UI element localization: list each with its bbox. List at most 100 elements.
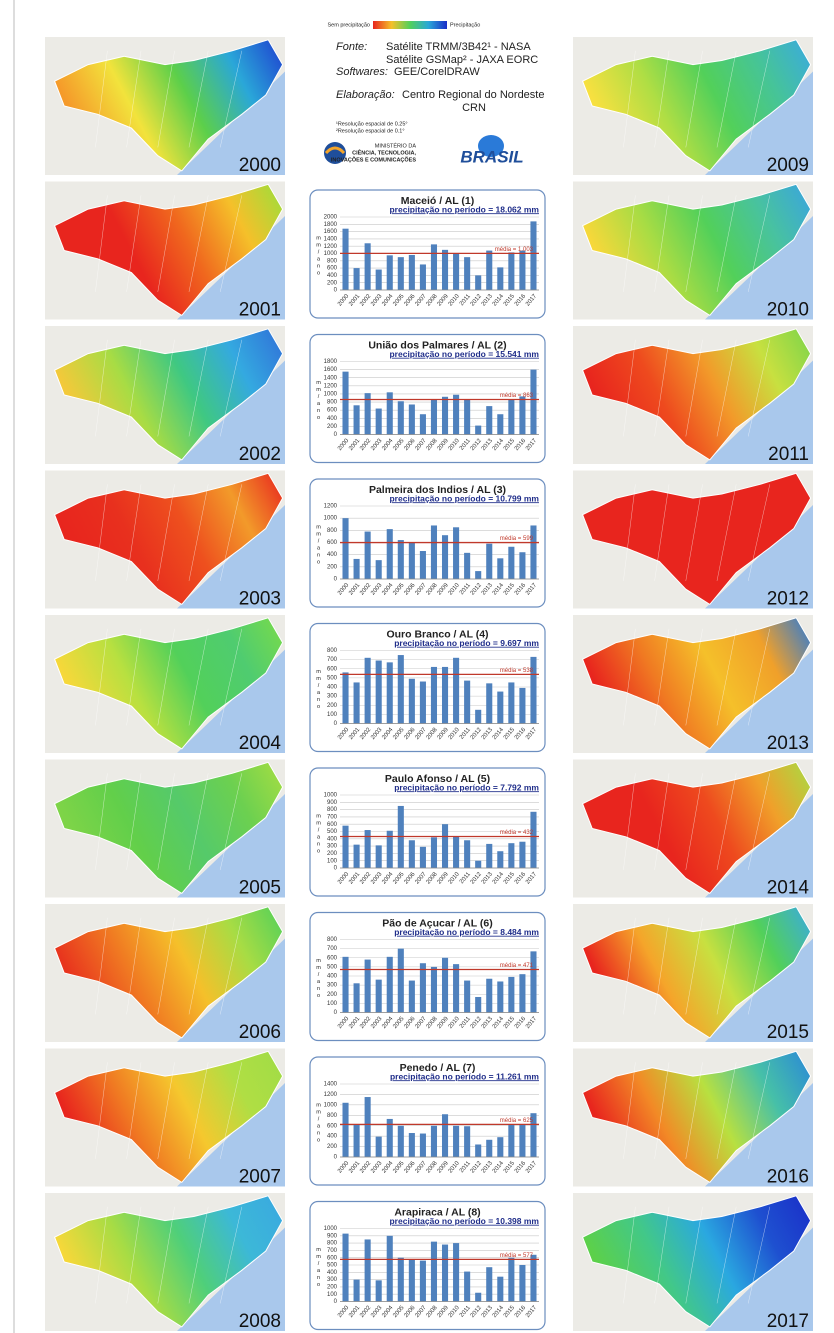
bar — [409, 679, 415, 724]
map-panel: 2011 — [573, 326, 813, 465]
bar — [354, 559, 360, 579]
year-label: 2006 — [239, 1022, 281, 1043]
bar — [420, 264, 426, 290]
mean-label: média = 625 — [500, 1118, 534, 1124]
bar — [376, 270, 382, 290]
bar — [530, 951, 536, 1012]
y-axis-label: mm/ano — [316, 236, 322, 278]
bar — [409, 981, 415, 1013]
y-tick-label: 200 — [327, 851, 338, 857]
bar — [431, 1126, 437, 1157]
bar — [464, 1272, 470, 1302]
bar — [508, 1258, 514, 1302]
y-tick-label: 600 — [327, 955, 338, 961]
bar — [486, 1267, 492, 1301]
bar — [387, 255, 393, 290]
bar — [497, 981, 503, 1012]
y-tick-label: 200 — [327, 992, 338, 998]
bar — [508, 977, 514, 1013]
bar — [519, 552, 525, 579]
bar — [409, 543, 415, 580]
chart: Penedo / AL (7)precipitação no período =… — [310, 1057, 545, 1185]
bar — [365, 1097, 371, 1157]
bar — [475, 1144, 481, 1157]
ministry: MINISTÉRIO DA — [375, 142, 417, 149]
chart-subtitle: precipitação no período = 8.484 mm — [394, 927, 539, 937]
bar — [508, 400, 514, 435]
y-tick-label: 400 — [327, 836, 338, 842]
y-axis-label: mm/ano — [316, 525, 322, 567]
bar — [442, 1245, 448, 1302]
bar — [486, 544, 492, 579]
y-tick-label: 1600 — [324, 229, 338, 235]
y-tick-label: 800 — [327, 400, 338, 406]
y-tick-label: 400 — [327, 416, 338, 422]
y-tick-label: 200 — [327, 280, 338, 286]
credit: Centro Regional do Nordeste — [402, 89, 544, 101]
bar — [365, 1239, 371, 1301]
bar — [486, 844, 492, 868]
y-tick-label: 100 — [327, 1001, 338, 1007]
y-tick-label: 600 — [327, 822, 338, 828]
bar — [420, 414, 426, 434]
bar — [530, 525, 536, 579]
bar — [519, 251, 525, 290]
bar — [398, 1126, 404, 1157]
bar — [431, 837, 437, 868]
bar — [475, 275, 481, 290]
bar — [431, 244, 437, 290]
bar — [442, 824, 448, 868]
bar — [376, 845, 382, 868]
logo-text: BRASIL — [460, 147, 523, 166]
year-label: 2004 — [239, 733, 282, 754]
bar — [398, 540, 404, 579]
year-label: 2015 — [767, 1022, 809, 1043]
software: GEE/CorelDRAW — [394, 66, 480, 78]
chart: Maceió / AL (1)precipitação no período =… — [310, 190, 545, 318]
bar — [508, 682, 514, 723]
y-tick-label: 2000 — [324, 215, 338, 221]
bar — [387, 662, 393, 723]
bar — [497, 414, 503, 434]
y-tick-label: 700 — [327, 657, 338, 663]
y-tick-label: 600 — [327, 266, 338, 272]
y-tick-label: 1400 — [324, 236, 338, 242]
bar — [365, 658, 371, 724]
y-tick-label: 400 — [327, 552, 338, 558]
bar — [475, 861, 481, 868]
bar — [342, 1103, 348, 1157]
y-axis-label: mm/ano — [316, 958, 322, 1000]
bar — [365, 960, 371, 1013]
y-tick-label: 800 — [327, 528, 338, 534]
bar — [354, 1125, 360, 1157]
bar — [519, 974, 525, 1012]
legend-bar — [373, 21, 447, 29]
bar — [354, 845, 360, 868]
chart: Pão de Açucar / AL (6)precipitação no pe… — [310, 913, 545, 1041]
bar — [431, 400, 437, 435]
bar — [398, 949, 404, 1013]
y-tick-label: 600 — [327, 540, 338, 546]
bar — [442, 535, 448, 579]
header: Sem precipitação Precipitação Fonte: Sat… — [324, 21, 544, 166]
y-tick-label: 300 — [327, 694, 338, 700]
bar — [530, 1255, 536, 1302]
bar — [475, 710, 481, 724]
chart: Ouro Branco / AL (4)precipitação no perí… — [310, 624, 545, 752]
bar — [409, 840, 415, 868]
bar — [354, 983, 360, 1012]
legend-high: Precipitação — [450, 22, 480, 28]
bar — [497, 1277, 503, 1302]
year-label: 2011 — [768, 444, 809, 465]
bar — [431, 525, 437, 579]
bar — [342, 518, 348, 579]
bar — [376, 409, 382, 435]
bar — [464, 981, 470, 1013]
software-label: Softwares: — [336, 66, 388, 78]
year-label: 2012 — [767, 589, 809, 610]
bar — [519, 396, 525, 434]
y-tick-label: 1000 — [324, 1102, 338, 1108]
chart: União dos Palmares / AL (2)precipitação … — [310, 335, 545, 463]
year-label: 2009 — [767, 155, 809, 176]
poster: Sem precipitação Precipitação Fonte: Sat… — [0, 0, 834, 1333]
